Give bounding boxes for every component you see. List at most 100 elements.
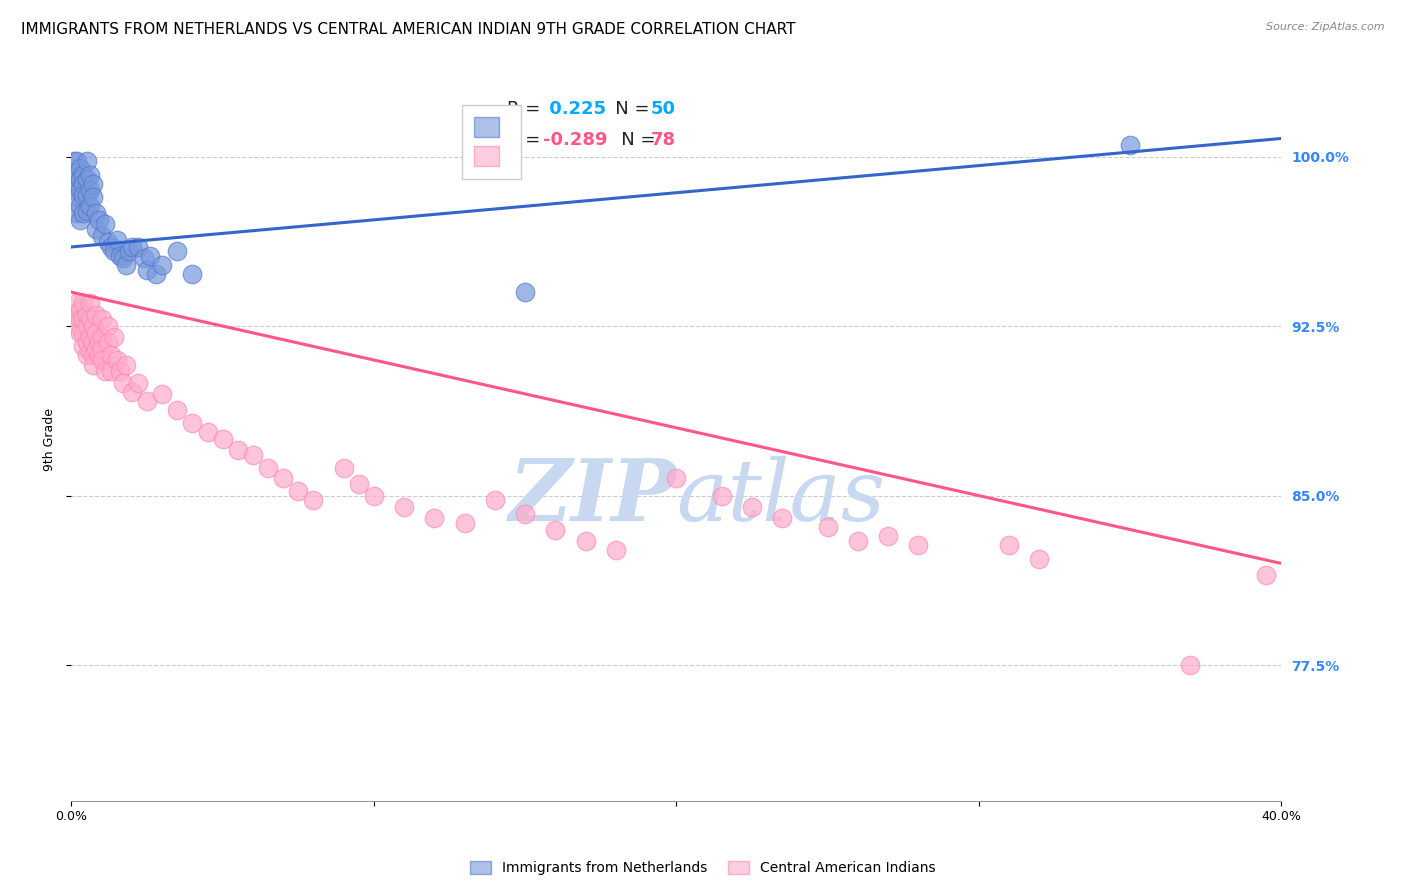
Point xyxy=(150,258,173,272)
Point xyxy=(79,296,101,310)
Point xyxy=(72,339,94,353)
Point xyxy=(211,432,233,446)
Point xyxy=(103,330,125,344)
Point xyxy=(76,349,98,363)
Text: N =: N = xyxy=(598,100,655,118)
Point xyxy=(998,538,1021,552)
Point xyxy=(127,376,149,390)
Point xyxy=(69,326,91,340)
Point xyxy=(69,312,91,326)
Point xyxy=(63,154,86,169)
Point xyxy=(127,240,149,254)
Point xyxy=(69,161,91,175)
Point xyxy=(1119,138,1142,153)
Point xyxy=(76,154,98,169)
Point xyxy=(817,520,839,534)
Legend: , : , xyxy=(461,104,522,178)
Point xyxy=(82,319,104,334)
Point xyxy=(710,489,733,503)
Point xyxy=(1180,658,1202,673)
Point xyxy=(90,330,112,344)
Point xyxy=(513,507,536,521)
Point xyxy=(513,285,536,300)
Point xyxy=(69,303,91,318)
Point xyxy=(145,267,167,281)
Point xyxy=(150,387,173,401)
Point xyxy=(87,349,110,363)
Point xyxy=(907,538,929,552)
Point xyxy=(79,168,101,182)
Point xyxy=(105,353,128,368)
Point xyxy=(82,358,104,372)
Point xyxy=(121,240,143,254)
Legend: Immigrants from Netherlands, Central American Indians: Immigrants from Netherlands, Central Ame… xyxy=(464,855,942,880)
Point xyxy=(63,308,86,322)
Point xyxy=(103,244,125,259)
Point xyxy=(770,511,793,525)
Point xyxy=(363,489,385,503)
Point xyxy=(76,203,98,218)
Point xyxy=(76,172,98,186)
Point xyxy=(166,402,188,417)
Point xyxy=(93,218,115,232)
Text: R =: R = xyxy=(508,100,546,118)
Point xyxy=(423,511,446,525)
Point xyxy=(1254,567,1277,582)
Point xyxy=(69,172,91,186)
Point xyxy=(242,448,264,462)
Point xyxy=(87,212,110,227)
Point xyxy=(76,334,98,349)
Point xyxy=(84,326,107,340)
Point xyxy=(72,326,94,340)
Point xyxy=(79,184,101,198)
Text: 78: 78 xyxy=(651,131,676,149)
Point xyxy=(271,470,294,484)
Point xyxy=(100,364,122,378)
Point xyxy=(72,296,94,310)
Text: IMMIGRANTS FROM NETHERLANDS VS CENTRAL AMERICAN INDIAN 9TH GRADE CORRELATION CHA: IMMIGRANTS FROM NETHERLANDS VS CENTRAL A… xyxy=(21,22,796,37)
Point xyxy=(332,461,354,475)
Point xyxy=(97,319,120,334)
Point xyxy=(302,493,325,508)
Point xyxy=(287,484,309,499)
Point xyxy=(72,177,94,191)
Y-axis label: 9th Grade: 9th Grade xyxy=(44,408,56,471)
Point xyxy=(181,417,204,431)
Text: R =: R = xyxy=(508,131,546,149)
Point xyxy=(111,376,134,390)
Point xyxy=(100,349,122,363)
Text: atlas: atlas xyxy=(676,456,886,538)
Point xyxy=(84,222,107,236)
Point xyxy=(63,184,86,198)
Point xyxy=(115,258,138,272)
Point xyxy=(72,206,94,220)
Point xyxy=(115,358,138,372)
Point xyxy=(136,262,159,277)
Point xyxy=(72,312,94,326)
Point xyxy=(484,493,506,508)
Point xyxy=(347,477,370,491)
Point xyxy=(82,349,104,363)
Point xyxy=(90,312,112,326)
Point xyxy=(72,168,94,182)
Point xyxy=(79,312,101,326)
Point xyxy=(84,206,107,220)
Point xyxy=(66,296,89,310)
Point xyxy=(453,516,475,530)
Point xyxy=(90,353,112,368)
Point xyxy=(93,364,115,378)
Text: 50: 50 xyxy=(651,100,676,118)
Point xyxy=(1028,552,1050,566)
Point xyxy=(66,319,89,334)
Point xyxy=(66,165,89,179)
Point xyxy=(79,330,101,344)
Text: 0.225: 0.225 xyxy=(543,100,606,118)
Point xyxy=(741,500,763,514)
Point xyxy=(544,523,567,537)
Point xyxy=(66,190,89,204)
Point xyxy=(105,233,128,247)
Point xyxy=(87,334,110,349)
Point xyxy=(90,342,112,356)
Text: Source: ZipAtlas.com: Source: ZipAtlas.com xyxy=(1267,22,1385,32)
Point xyxy=(108,249,131,263)
